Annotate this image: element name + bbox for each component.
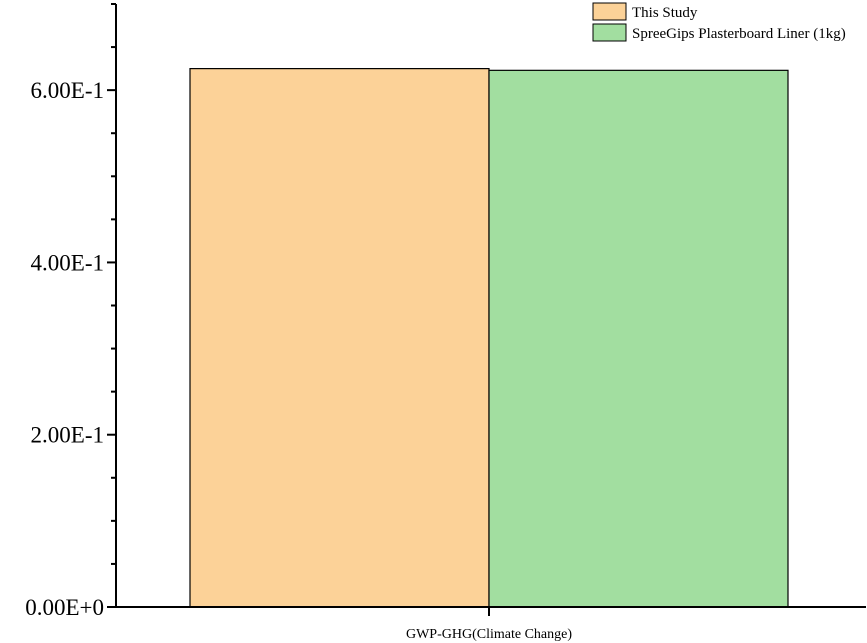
y-tick-label: 4.00E-1 <box>31 250 104 275</box>
bars <box>189 68 789 608</box>
bar-this-study <box>189 68 490 608</box>
legend-item: This Study <box>592 2 698 21</box>
y-tick-label: 0.00E+0 <box>25 595 104 620</box>
legend-swatch-spreegips <box>592 23 627 42</box>
x-tick-label: GWP-GHG(Climate Change) <box>406 627 572 642</box>
legend: This Study SpreeGips Plasterboard Liner … <box>592 2 846 42</box>
bar-spreegips <box>488 69 789 608</box>
legend-item: SpreeGips Plasterboard Liner (1kg) <box>592 23 846 42</box>
legend-label: This Study <box>632 5 698 21</box>
y-tick-label: 6.00E-1 <box>31 78 104 103</box>
legend-label: SpreeGips Plasterboard Liner (1kg) <box>632 26 846 42</box>
y-tick-label: 2.00E-1 <box>31 423 104 448</box>
y-ticks: 0.00E+0 2.00E-1 4.00E-1 6.00E-1 <box>25 3 116 620</box>
legend-swatch-this-study <box>592 2 627 21</box>
